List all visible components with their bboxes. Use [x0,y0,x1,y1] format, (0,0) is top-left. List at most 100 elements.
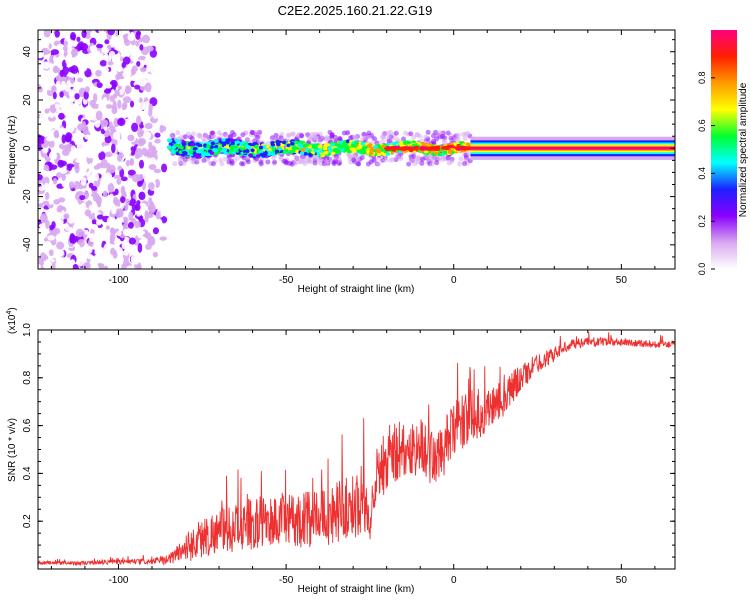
spectrogram-cell [104,83,112,89]
spectrogram-cell [223,133,229,139]
spectrogram-cell [283,160,289,166]
spectrogram-cell [61,134,66,144]
spectrogram-cell [68,89,74,98]
spectrogram-cell [55,80,61,90]
spectrogram-cell [75,228,84,238]
y-tick-label: -40 [22,237,33,252]
spectrogram-cell [70,259,75,265]
spectrogram-cell [64,134,72,143]
spectrogram-cell [55,256,62,265]
spectrogram-cell [275,139,281,144]
spectrogram-cell [38,50,45,59]
spectrogram-cell [50,258,55,263]
x-tick-label: -50 [279,575,294,586]
spectrogram-cell [197,149,202,154]
spectrogram-cell [48,249,54,257]
spectrogram-cell [431,133,437,139]
spectrogram-cell [355,161,361,167]
spectrogram-cell [403,130,409,136]
spectrogram-cell [245,159,251,165]
spectrogram-cell [81,202,86,208]
spectrogram-cell [307,135,313,141]
spectrogram-cell [366,149,371,153]
spectrogram-cell [417,133,423,139]
spectrogram-cell [79,161,88,167]
spectrogram-cell [96,43,104,49]
spectrogram-cell [99,182,104,192]
spectrogram-marks [38,30,675,269]
spectrogram-cell [372,136,378,142]
spectrogram-cell [456,146,463,149]
spectrogram-cell [58,127,67,136]
spectrogram-cell [324,159,330,165]
spectrogram-cell [110,258,115,264]
spectrogram-cell [94,172,99,182]
spectrogram-cell [333,147,338,152]
spectrogram-cell [381,144,386,149]
colorbar-tick-label: 0.2 [697,215,707,228]
spectrogram-cell [95,69,102,77]
spectrogram-cell [81,64,88,72]
spectrogram-cell [126,265,135,269]
spectrogram-cell [103,112,113,120]
spectrogram-cell [385,152,391,156]
spectrogram-cell [314,135,320,141]
spectrogram-cell [58,30,66,35]
spectrogram-cell [253,129,259,135]
spectrogram-cell [125,198,130,206]
spectrogram-cell [386,138,392,144]
spectrogram-cell [297,143,302,147]
spectrogram-cell [230,144,235,149]
spectrogram-cell [179,145,184,150]
spectrogram-cell [100,119,109,128]
spectrogram-cell [346,153,352,159]
spectrogram-cell [52,91,57,100]
spectrogram-cell [41,176,50,186]
spectrogram-cell [58,197,66,203]
spectrogram-cell [91,185,98,191]
spectrogram-cell [331,151,336,155]
spectrogram-cell [127,134,135,142]
spectrogram-cell [112,196,119,206]
spectrogram-cell [299,151,305,156]
spectrogram-cell [127,169,136,176]
spectrogram-cell [158,193,166,200]
spectrogram-cell [174,143,179,148]
spectrogram-cell [108,121,113,129]
spectrogram-cell [351,147,357,152]
spectrogram-cell [116,231,122,237]
spectrogram-cell [76,206,81,212]
spectrogram-cell [137,242,143,253]
spectrogram-cell [74,163,80,174]
spectrogram-cell [52,177,58,185]
spectrogram-cell [273,132,279,138]
spectrogram-cell [116,177,122,185]
spectrogram-cell [195,154,200,159]
spectrogram-cell [103,243,110,254]
spectrogram-cell [43,164,50,172]
spectrogram-cell [92,195,101,202]
spectrogram-cell [461,161,467,167]
spectrogram-cell [190,159,196,165]
spectrogram-cell [182,134,188,140]
spectrogram-cell [130,146,136,156]
spectrogram-cell [158,74,165,81]
spectrogram-cell [68,103,77,113]
spectrogram-cell [407,148,414,151]
y-tick-label: 0.4 [22,466,33,480]
spectrogram-cell [313,149,318,153]
spectrogram-cell [258,159,264,165]
spectrogram-cell [266,152,272,156]
spectrogram-cell [139,60,146,66]
spectrogram-cell [253,144,259,149]
spectrogram-cell [234,140,239,145]
spectrogram-cell [290,149,296,154]
spectrogram-cell [303,152,308,156]
spectrogram-cell [45,240,52,250]
spectrogram-cell [454,135,460,141]
spectrogram-cell [186,146,191,150]
spectrogram-cell [120,125,127,135]
spectrogram-cell [277,146,283,151]
spectrogram-cell [299,132,305,138]
y-tick-label: 0.2 [22,514,33,528]
